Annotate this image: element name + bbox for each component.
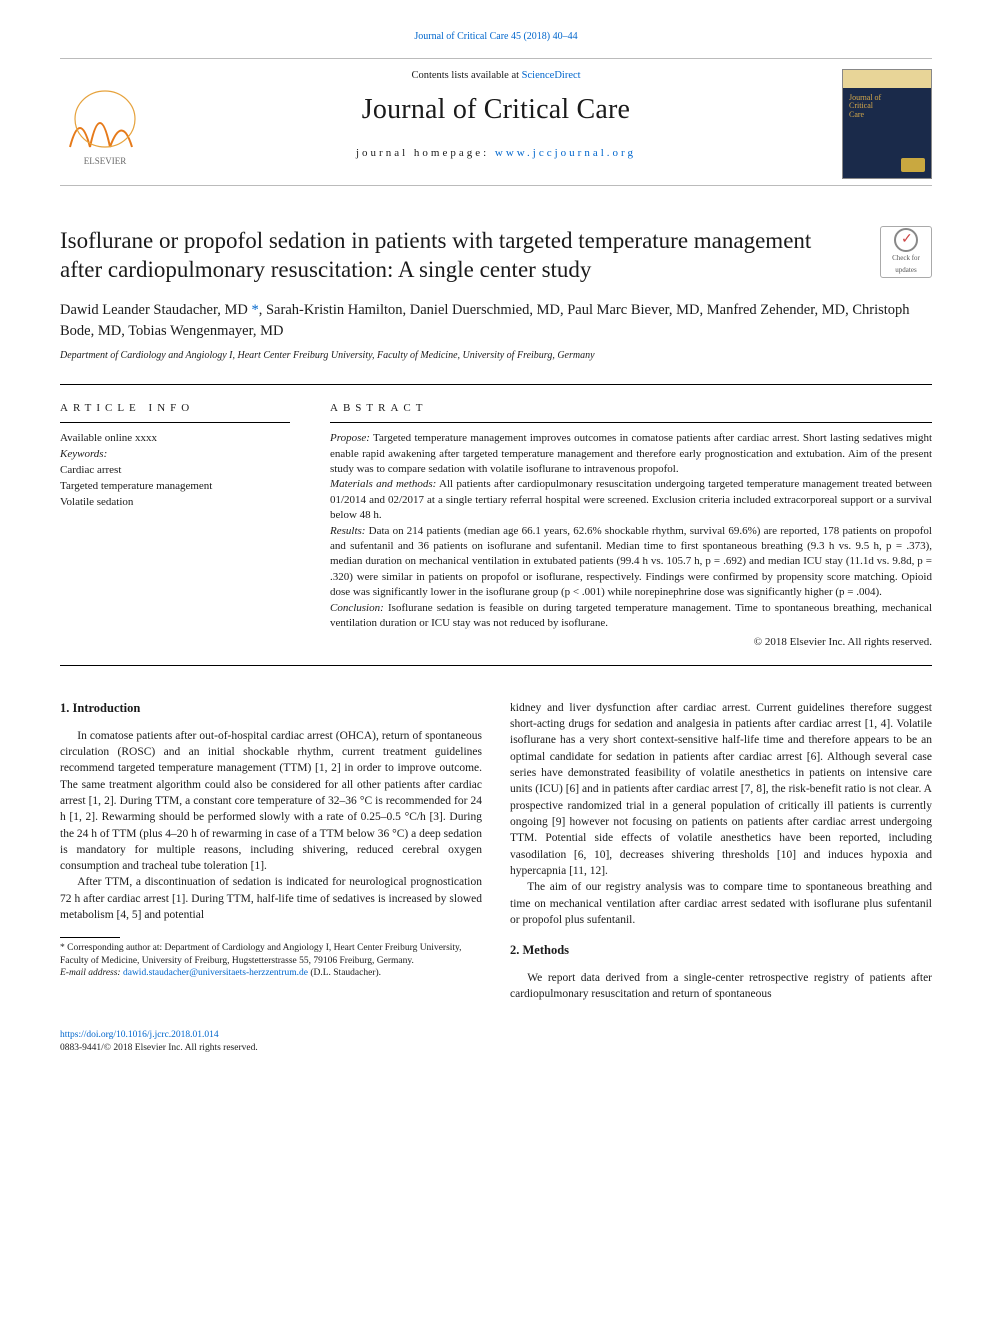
issn-copyright: 0883-9441/© 2018 Elsevier Inc. All right… bbox=[60, 1042, 932, 1055]
contents-prefix: Contents lists available at bbox=[411, 70, 521, 81]
crossmark-badge[interactable]: Check for updates bbox=[880, 226, 932, 278]
section-divider bbox=[60, 665, 932, 666]
running-head: Journal of Critical Care 45 (2018) 40–44 bbox=[60, 30, 932, 44]
authors: Dawid Leander Staudacher, MD *, Sarah-Kr… bbox=[60, 300, 932, 341]
methods-paragraph: We report data derived from a single-cen… bbox=[510, 970, 932, 1003]
keyword: Volatile sedation bbox=[60, 495, 290, 511]
abstract-propose-label: Propose: bbox=[330, 432, 370, 444]
abstract-propose: Targeted temperature management improves… bbox=[330, 432, 932, 475]
publisher-logo: ELSEVIER bbox=[60, 69, 150, 173]
contents-line: Contents lists available at ScienceDirec… bbox=[170, 69, 822, 83]
crossmark-icon bbox=[894, 228, 918, 252]
available-online: Available online xxxx bbox=[60, 431, 290, 447]
abstract-conclusion: Isoflurane sedation is feasible on durin… bbox=[330, 602, 932, 629]
email-label: E-mail address: bbox=[60, 968, 123, 978]
intro-paragraph: kidney and liver dysfunction after cardi… bbox=[510, 700, 932, 880]
section-divider bbox=[60, 384, 932, 385]
abstract-heading: ABSTRACT bbox=[330, 401, 932, 423]
doi-link[interactable]: https://doi.org/10.1016/j.jcrc.2018.01.0… bbox=[60, 1030, 219, 1040]
journal-cover-thumb: Journal ofCriticalCare bbox=[842, 69, 932, 179]
email-footnote: E-mail address: dawid.staudacher@univers… bbox=[60, 967, 482, 979]
affiliation: Department of Cardiology and Angiology I… bbox=[60, 349, 932, 363]
abstract: ABSTRACT Propose: Targeted temperature m… bbox=[330, 401, 932, 650]
abstract-mm-label: Materials and methods: bbox=[330, 478, 436, 490]
intro-paragraph: In comatose patients after out-of-hospit… bbox=[60, 728, 482, 875]
journal-header: ELSEVIER Contents lists available at Sci… bbox=[60, 58, 932, 186]
crossmark-line1: Check for bbox=[892, 254, 920, 263]
header-center: Contents lists available at ScienceDirec… bbox=[150, 69, 842, 162]
page-footer: https://doi.org/10.1016/j.jcrc.2018.01.0… bbox=[60, 1029, 932, 1055]
heading-methods: 2. Methods bbox=[510, 942, 932, 960]
author-list: Dawid Leander Staudacher, MD *, Sarah-Kr… bbox=[60, 302, 910, 338]
info-abstract-row: ARTICLE INFO Available online xxxx Keywo… bbox=[60, 401, 932, 650]
homepage-line: journal homepage: www.jccjournal.org bbox=[170, 146, 822, 161]
article-title: Isoflurane or propofol sedation in patie… bbox=[60, 226, 840, 285]
svg-text:ELSEVIER: ELSEVIER bbox=[84, 156, 127, 166]
keywords-label: Keywords: bbox=[60, 447, 290, 463]
intro-paragraph: After TTM, a discontinuation of sedation… bbox=[60, 874, 482, 923]
abstract-body: Propose: Targeted temperature management… bbox=[330, 431, 932, 650]
abstract-copyright: © 2018 Elsevier Inc. All rights reserved… bbox=[330, 635, 932, 650]
corr-email-link[interactable]: dawid.staudacher@universitaets-herzzentr… bbox=[123, 968, 308, 978]
homepage-link[interactable]: www.jccjournal.org bbox=[495, 147, 636, 159]
keyword: Cardiac arrest bbox=[60, 463, 290, 479]
corr-author-mark[interactable]: * bbox=[248, 302, 259, 318]
article-info-body: Available online xxxx Keywords: Cardiac … bbox=[60, 431, 290, 511]
body-columns: 1. Introduction In comatose patients aft… bbox=[60, 700, 932, 1003]
homepage-prefix: journal homepage: bbox=[356, 147, 495, 159]
abstract-results: Data on 214 patients (median age 66.1 ye… bbox=[330, 525, 932, 599]
article-info: ARTICLE INFO Available online xxxx Keywo… bbox=[60, 401, 290, 650]
corresponding-footnote: * Corresponding author at: Department of… bbox=[60, 942, 482, 967]
abstract-conclusion-label: Conclusion: bbox=[330, 602, 384, 614]
abstract-results-label: Results: bbox=[330, 525, 365, 537]
intro-paragraph: The aim of our registry analysis was to … bbox=[510, 879, 932, 928]
heading-introduction: 1. Introduction bbox=[60, 700, 482, 718]
title-row: Isoflurane or propofol sedation in patie… bbox=[60, 226, 932, 285]
article-info-heading: ARTICLE INFO bbox=[60, 401, 290, 423]
crossmark-line2: updates bbox=[895, 266, 916, 275]
keyword: Targeted temperature management bbox=[60, 479, 290, 495]
journal-name: Journal of Critical Care bbox=[170, 91, 822, 129]
email-suffix: (D.L. Staudacher). bbox=[308, 968, 381, 978]
footnote-rule bbox=[60, 937, 120, 938]
sciencedirect-link[interactable]: ScienceDirect bbox=[522, 70, 581, 81]
